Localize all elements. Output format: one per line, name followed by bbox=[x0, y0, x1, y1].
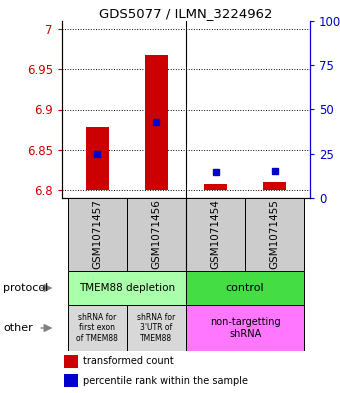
Text: transformed count: transformed count bbox=[83, 356, 174, 366]
Text: GSM1071455: GSM1071455 bbox=[270, 200, 279, 270]
Bar bbox=[127, 305, 186, 351]
Bar bbox=[65, 374, 78, 387]
Bar bbox=[68, 271, 186, 305]
Bar bbox=[144, 55, 168, 190]
Text: non-targetting
shRNA: non-targetting shRNA bbox=[210, 317, 280, 339]
Bar bbox=[68, 198, 127, 271]
Text: control: control bbox=[226, 283, 265, 293]
Bar bbox=[68, 305, 127, 351]
Title: GDS5077 / ILMN_3224962: GDS5077 / ILMN_3224962 bbox=[99, 7, 273, 20]
Text: other: other bbox=[3, 323, 33, 333]
Text: GSM1071457: GSM1071457 bbox=[92, 200, 102, 270]
Text: GSM1071454: GSM1071454 bbox=[210, 200, 221, 270]
Text: shRNA for
3'UTR of
TMEM88: shRNA for 3'UTR of TMEM88 bbox=[137, 313, 175, 343]
Bar bbox=[186, 271, 304, 305]
Text: TMEM88 depletion: TMEM88 depletion bbox=[79, 283, 175, 293]
Bar bbox=[204, 184, 227, 190]
Bar bbox=[186, 198, 245, 271]
Text: GSM1071456: GSM1071456 bbox=[152, 200, 162, 270]
Text: percentile rank within the sample: percentile rank within the sample bbox=[83, 376, 248, 386]
Bar bbox=[127, 198, 186, 271]
Bar bbox=[263, 182, 286, 190]
Bar bbox=[186, 305, 304, 351]
Bar bbox=[245, 198, 304, 271]
Text: protocol: protocol bbox=[3, 283, 49, 293]
Bar bbox=[65, 355, 78, 368]
Text: shRNA for
first exon
of TMEM88: shRNA for first exon of TMEM88 bbox=[76, 313, 118, 343]
Bar bbox=[86, 127, 109, 190]
